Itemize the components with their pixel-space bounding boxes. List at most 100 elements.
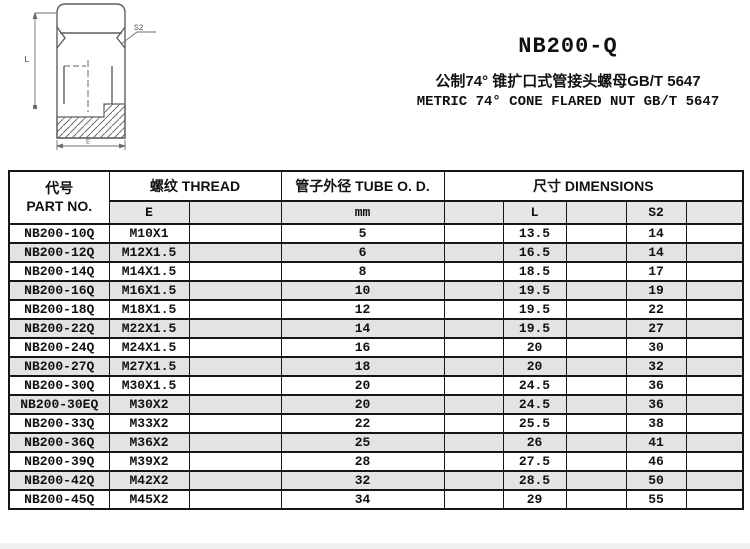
cell-blank [685,470,744,491]
cell-blank [443,394,504,415]
nut-section-drawing: L S2 E [24,3,156,150]
cell-blank [188,337,282,358]
cell-tube-od-mm: 25 [280,432,445,453]
cell-dim-l: 19.5 [502,318,567,339]
cell-thread-e: M30X2 [108,394,190,415]
cell-blank [188,489,282,510]
column-header-part-no-en: PART NO. [26,197,93,214]
dim-label-e: E [86,139,90,147]
cell-thread-e: M14X1.5 [108,261,190,282]
dim-label-s2: S2 [134,24,144,33]
cell-blank [188,451,282,472]
cell-dim-s2: 27 [625,318,687,339]
cell-thread-e: M30X1.5 [108,375,190,396]
cell-dim-l: 20 [502,337,567,358]
cell-dim-l: 19.5 [502,280,567,301]
cell-part-no: NB200-24Q [8,337,110,358]
cell-part-no: NB200-14Q [8,261,110,282]
cell-blank [443,223,504,244]
cell-dim-s2: 41 [625,432,687,453]
cell-blank [565,318,627,339]
cell-blank [188,470,282,491]
cell-dim-l: 24.5 [502,375,567,396]
cell-blank [565,356,627,377]
cell-blank [565,375,627,396]
sub-header-blank [565,200,627,225]
cell-blank [685,299,744,320]
subtitle-chinese: 公制74° 锥扩口式管接头螺母GB/T 5647 [435,73,701,90]
cell-tube-od-mm: 34 [280,489,445,510]
sub-header-e: E [108,200,190,225]
cell-blank [565,413,627,434]
table-sub-header-row: E mm L S2 [9,200,744,225]
cell-blank [443,261,504,282]
cell-part-no: NB200-30EQ [8,394,110,415]
cell-thread-e: M12X1.5 [108,242,190,263]
cell-blank [685,432,744,453]
table-row: NB200-36Q M36X2 25 26 41 [8,432,744,453]
cell-blank [685,337,744,358]
cell-blank [188,280,282,301]
table-row: NB200-18Q M18X1.5 12 19.5 22 [8,299,744,320]
cell-dim-l: 28.5 [502,470,567,491]
cell-blank [565,261,627,282]
cell-tube-od-mm: 20 [280,375,445,396]
cell-blank [443,489,504,510]
cell-dim-s2: 38 [625,413,687,434]
cell-dim-s2: 19 [625,280,687,301]
cell-blank [443,375,504,396]
table-row: NB200-22Q M22X1.5 14 19.5 27 [8,318,744,339]
table-row: NB200-10Q M10X1 5 13.5 14 [8,223,744,244]
cell-thread-e: M36X2 [108,432,190,453]
sub-header-mm: mm [280,200,445,225]
cell-dim-l: 24.5 [502,394,567,415]
cell-dim-s2: 30 [625,337,687,358]
cell-tube-od-mm: 12 [280,299,445,320]
column-header-part-no-cn: 代号 [45,180,74,196]
cell-tube-od-mm: 18 [280,356,445,377]
cell-blank [188,223,282,244]
cell-dim-s2: 32 [625,356,687,377]
cell-dim-l: 16.5 [502,242,567,263]
dim-label-l: L [24,55,29,65]
table-row: NB200-27Q M27X1.5 18 20 32 [8,356,744,377]
sub-header-blank [188,200,282,225]
cell-dim-s2: 50 [625,470,687,491]
cell-blank [188,394,282,415]
cell-dim-s2: 22 [625,299,687,320]
cell-part-no: NB200-10Q [8,223,110,244]
column-header-thread: 螺纹 THREAD [108,170,282,202]
sub-header-s2: S2 [625,200,687,225]
cell-blank [188,242,282,263]
title-block: NB200-Q 公制74° 锥扩口式管接头螺母GB/T 5647 METRIC … [388,34,748,110]
column-header-tube-od: 管子外径 TUBE O. D. [280,170,445,202]
cell-dim-l: 29 [502,489,567,510]
cell-dim-l: 18.5 [502,261,567,282]
subtitle-english: METRIC 74° CONE FLARED NUT GB/T 5647 [416,94,720,110]
cell-dim-l: 25.5 [502,413,567,434]
cell-blank [685,394,744,415]
cell-part-no: NB200-42Q [8,470,110,491]
page-title: NB200-Q [518,34,618,59]
cell-blank [565,489,627,510]
cell-blank [188,375,282,396]
column-header-part-no: 代号 PART NO. [8,170,110,225]
cell-blank [685,489,744,510]
column-header-dimensions: 尺寸 DIMENSIONS [443,170,744,202]
cell-thread-e: M16X1.5 [108,280,190,301]
cell-blank [443,299,504,320]
cell-dim-l: 26 [502,432,567,453]
sub-header-blank [443,200,504,225]
cell-blank [443,280,504,301]
cell-part-no: NB200-30Q [8,375,110,396]
cell-blank [188,356,282,377]
cell-blank [188,432,282,453]
cell-tube-od-mm: 28 [280,451,445,472]
cell-part-no: NB200-36Q [8,432,110,453]
cell-part-no: NB200-45Q [8,489,110,510]
cell-blank [443,337,504,358]
cell-thread-e: M33X2 [108,413,190,434]
cell-blank [443,451,504,472]
cell-dim-s2: 14 [625,242,687,263]
cell-thread-e: M22X1.5 [108,318,190,339]
